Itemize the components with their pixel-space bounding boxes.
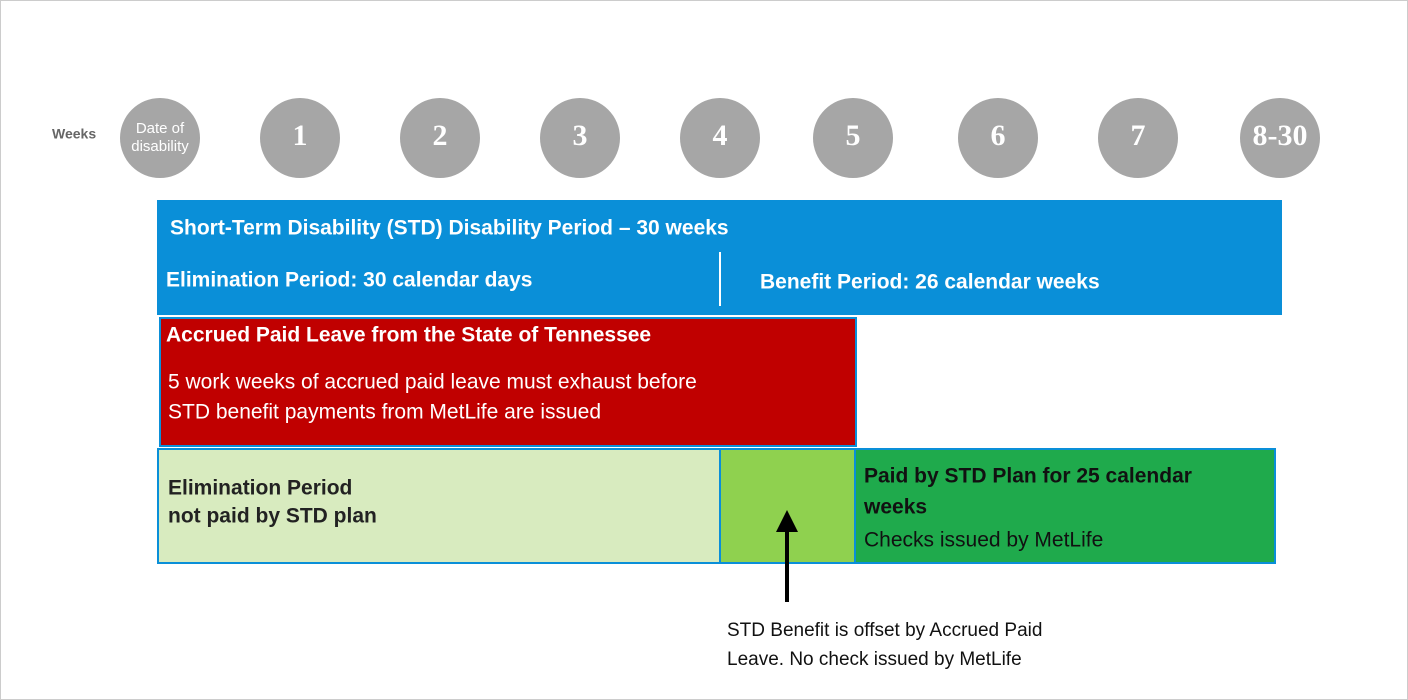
accrued-line: STD benefit payments from MetLife are is… xyxy=(168,401,601,424)
offset-note: Leave. No check issued by MetLife xyxy=(727,649,1022,670)
week-circle xyxy=(400,98,480,178)
arrow-head xyxy=(776,510,798,532)
week-label: 8-30 xyxy=(1253,119,1308,152)
paid-text: weeks xyxy=(863,496,927,519)
accrued-title: Accrued Paid Leave from the State of Ten… xyxy=(166,324,651,347)
elimination-box xyxy=(157,448,721,564)
week-label: 1 xyxy=(293,119,308,152)
week-label: 2 xyxy=(433,119,448,152)
week-label: 6 xyxy=(991,119,1006,152)
week-label: 4 xyxy=(713,119,728,152)
week-label: 3 xyxy=(573,119,588,152)
benefit-label: Benefit Period: 26 calendar weeks xyxy=(760,271,1100,294)
elimination-text: not paid by STD plan xyxy=(168,505,377,528)
week-circle xyxy=(680,98,760,178)
accrued-line: 5 work weeks of accrued paid leave must … xyxy=(168,371,697,394)
paid-note: Checks issued by MetLife xyxy=(864,529,1103,552)
paid-box xyxy=(854,448,1276,564)
weeks-label: Weeks xyxy=(52,126,96,142)
week-circle xyxy=(260,98,340,178)
week-label: Date of xyxy=(136,120,185,137)
week-circle xyxy=(958,98,1038,178)
offset-note: STD Benefit is offset by Accrued Paid xyxy=(727,620,1042,641)
std-title: Short-Term Disability (STD) Disability P… xyxy=(170,217,729,240)
week-circle xyxy=(540,98,620,178)
paid-text: Paid by STD Plan for 25 calendar xyxy=(864,465,1192,488)
week-label: disability xyxy=(131,138,189,155)
week-label: 7 xyxy=(1131,119,1146,152)
accrued-box xyxy=(159,317,857,447)
week-circle xyxy=(813,98,893,178)
week-circle xyxy=(1240,98,1320,178)
week-circle xyxy=(120,98,200,178)
elimination-text: Elimination Period xyxy=(168,477,352,500)
elimination-label: Elimination Period: 30 calendar days xyxy=(166,269,532,292)
week-circle xyxy=(1098,98,1178,178)
week-label: 5 xyxy=(846,119,861,152)
